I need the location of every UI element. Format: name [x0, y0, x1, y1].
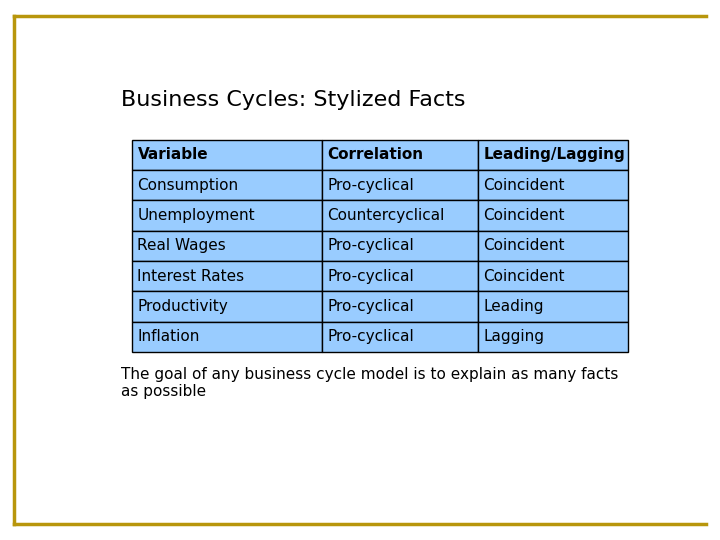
Text: The goal of any business cycle model is to explain as many facts
as possible: The goal of any business cycle model is … — [121, 367, 618, 399]
Bar — [132, 231, 322, 261]
Bar — [322, 292, 478, 322]
Bar — [478, 261, 629, 292]
Text: Business Cycles: Stylized Facts: Business Cycles: Stylized Facts — [121, 90, 465, 110]
Bar — [132, 261, 322, 292]
Text: Countercyclical: Countercyclical — [327, 208, 444, 223]
Bar — [478, 200, 629, 231]
Bar — [478, 231, 629, 261]
Bar — [478, 140, 629, 170]
Text: Pro-cyclical: Pro-cyclical — [327, 238, 414, 253]
Text: Coincident: Coincident — [483, 238, 565, 253]
Text: Variable: Variable — [138, 147, 208, 163]
Text: Consumption: Consumption — [138, 178, 238, 193]
Text: Unemployment: Unemployment — [138, 208, 255, 223]
Bar — [322, 261, 478, 292]
Text: Coincident: Coincident — [483, 269, 565, 284]
Bar — [322, 322, 478, 352]
Text: Lagging: Lagging — [483, 329, 544, 345]
Bar — [132, 140, 322, 170]
Bar — [132, 200, 322, 231]
Text: Inflation: Inflation — [138, 329, 200, 345]
Bar — [322, 170, 478, 200]
Text: Correlation: Correlation — [327, 147, 423, 163]
Text: Pro-cyclical: Pro-cyclical — [327, 329, 414, 345]
Text: Leading: Leading — [483, 299, 544, 314]
Bar — [478, 170, 629, 200]
Bar — [478, 322, 629, 352]
Text: Pro-cyclical: Pro-cyclical — [327, 178, 414, 193]
Text: Pro-cyclical: Pro-cyclical — [327, 299, 414, 314]
Text: Leading/Lagging: Leading/Lagging — [483, 147, 625, 163]
Text: Interest Rates: Interest Rates — [138, 269, 245, 284]
Bar — [478, 292, 629, 322]
Text: Coincident: Coincident — [483, 178, 565, 193]
Bar — [322, 140, 478, 170]
Bar — [132, 292, 322, 322]
Bar — [322, 200, 478, 231]
Text: Coincident: Coincident — [483, 208, 565, 223]
Text: Pro-cyclical: Pro-cyclical — [327, 269, 414, 284]
Bar — [132, 322, 322, 352]
Text: Real Wages: Real Wages — [138, 238, 226, 253]
Text: Productivity: Productivity — [138, 299, 228, 314]
Bar — [322, 231, 478, 261]
Bar — [132, 170, 322, 200]
